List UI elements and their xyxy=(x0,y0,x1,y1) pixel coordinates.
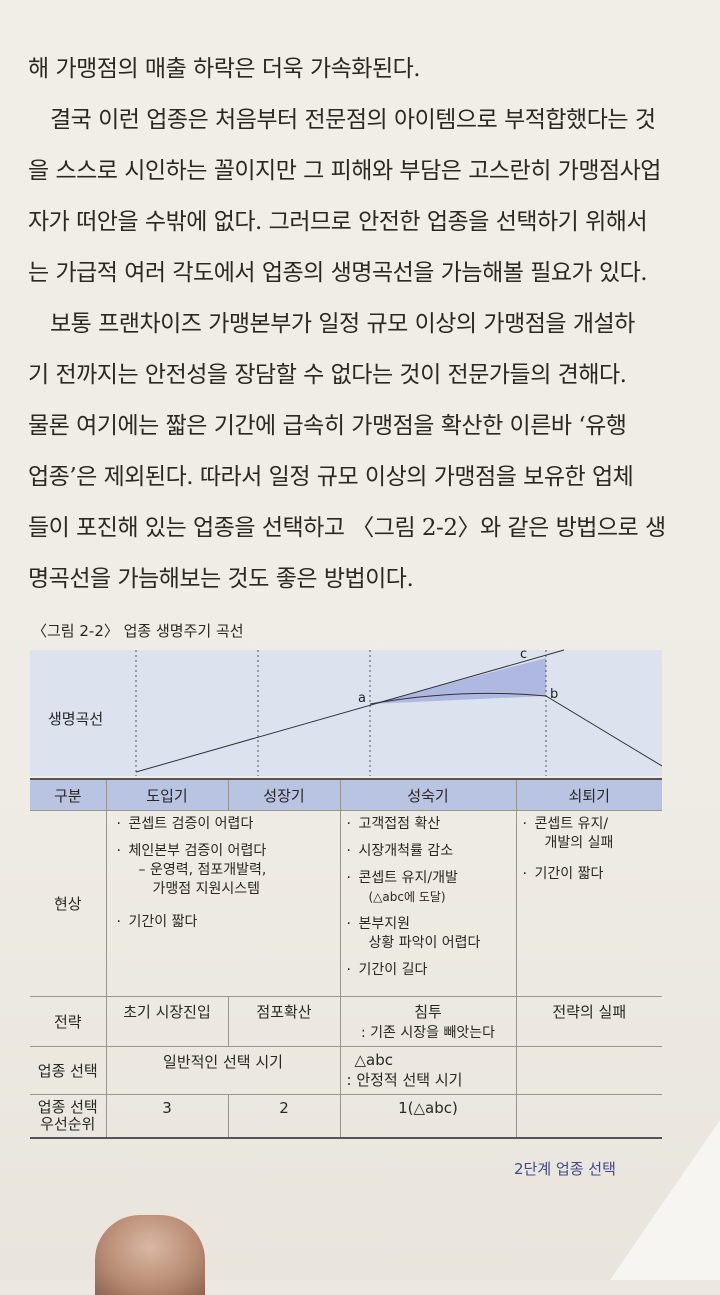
sub-text: 가맹점 지원시스템 xyxy=(152,881,261,897)
list-item-sub: 개발의 실패 xyxy=(523,834,657,853)
list-item: 체인본부 검증이 어렵다 xyxy=(117,842,334,861)
phenomenon-decline: 콘셉트 유지/ 개발의 실패 기간이 짧다 xyxy=(515,810,662,997)
text-line: 보통 프랜차이즈 가맹본부가 일정 규모 이상의 가맹점을 개설하 xyxy=(50,311,635,337)
list-item: 콘셉트 유지/개발 xyxy=(347,869,510,888)
sub-text: 개발의 실패 xyxy=(544,835,614,851)
list-item: 기간이 길다 xyxy=(347,961,510,980)
lifecycle-table: 구분 도입기 성장기 성숙기 쇠퇴기 현상 콘셉트 검증이 어렵다 체인본부 검… xyxy=(30,778,662,1139)
list-item-sub: 상황 파악이 어렵다 xyxy=(347,934,510,953)
list-item: 본부지원 xyxy=(347,915,510,934)
life-curve-line xyxy=(369,692,662,767)
priority-label-line1: 업종 선택 xyxy=(37,1098,98,1116)
header-category: 구분 xyxy=(30,778,107,811)
page-corner xyxy=(610,1120,720,1280)
header-growth: 성장기 xyxy=(227,778,341,811)
selection-label: 업종 선택 xyxy=(30,1046,107,1095)
header-mature: 성숙기 xyxy=(339,778,517,811)
strategy-intro: 초기 시장진입 xyxy=(105,996,229,1047)
strategy-row: 전략 초기 시장진입 점포확산 침투 : 기존 시장을 빼앗는다 전략의 실패 xyxy=(30,996,662,1047)
sub-text: 상황 파악이 어렵다 xyxy=(368,935,481,951)
strategy-mature-title: 침투 xyxy=(414,1003,442,1021)
header-intro: 도입기 xyxy=(105,778,229,811)
priority-growth: 2 xyxy=(227,1094,341,1139)
header-decline: 쇠퇴기 xyxy=(515,778,662,811)
phenomenon-label: 현상 xyxy=(30,810,107,997)
phenomenon-intro-growth: 콘셉트 검증이 어렵다 체인본부 검증이 어렵다 – 운영력, 점포개발력, 가… xyxy=(105,810,341,997)
list-item: 기간이 짧다 xyxy=(117,913,334,932)
strategy-decline: 전략의 실패 xyxy=(515,996,662,1047)
strategy-mature: 침투 : 기존 시장을 빼앗는다 xyxy=(339,996,517,1047)
chapter-footer: 2단계 업종 선택 xyxy=(514,1160,616,1178)
text-line: 업종’은 제외된다. 따라서 일정 규모 이상의 가맹점을 보유한 업체 xyxy=(28,464,634,490)
selection-mature: △abc : 안정적 선택 시기 xyxy=(339,1046,517,1095)
text-line: 을 스스로 시인하는 꼴이지만 그 피해와 부담은 고스란히 가맹점사업 xyxy=(28,158,661,184)
priority-row: 업종 선택 우선순위 3 2 1(△abc) xyxy=(30,1094,662,1139)
point-c-label: c xyxy=(520,648,527,662)
priority-label-line2: 우선순위 xyxy=(40,1115,96,1133)
selection-row: 업종 선택 일반적인 선택 시기 △abc : 안정적 선택 시기 xyxy=(30,1046,662,1095)
list-item-sub: – 운영력, 점포개발력, xyxy=(117,861,334,880)
life-curve-chart: a b c xyxy=(30,648,662,776)
sub-text: (△abc에 도달) xyxy=(368,890,446,904)
body-text: 해 가맹점의 매출 하락은 더욱 가속화된다. 결국 이런 업종은 처음부터 전… xyxy=(28,44,678,605)
text-line: 기 전까지는 안전성을 장담할 수 없다는 것이 전문가들의 견해다. xyxy=(28,362,627,388)
growth-line xyxy=(135,649,565,773)
sub-text: – 운영력, 점포개발력, xyxy=(138,862,267,878)
strategy-label: 전략 xyxy=(30,996,107,1047)
selection-intro-growth: 일반적인 선택 시기 xyxy=(105,1046,341,1095)
selection-decline xyxy=(515,1046,662,1095)
table-header-row: 구분 도입기 성장기 성숙기 쇠퇴기 xyxy=(30,778,662,811)
selection-mature-triangle: △abc xyxy=(354,1051,394,1069)
chart-background xyxy=(30,650,662,776)
list-item: 기간이 짧다 xyxy=(523,865,657,884)
text-line: 해 가맹점의 매출 하락은 더욱 가속화된다. xyxy=(28,56,421,82)
point-b-label: b xyxy=(550,687,558,702)
text-line: 들이 포진해 있는 업종을 선택하고 〈그림 2-2〉와 같은 방법으로 생 xyxy=(28,515,666,541)
life-curve-svg: a b c xyxy=(30,648,662,776)
list-item: 고객접점 확산 xyxy=(347,815,510,834)
point-a-label: a xyxy=(358,691,366,706)
strategy-mature-desc: : 기존 시장을 빼앗는다 xyxy=(361,1025,495,1041)
phenomenon-mature: 고객접점 확산 시장개척률 감소 콘셉트 유지/개발 (△abc에 도달) 본부… xyxy=(339,810,517,997)
priority-mature: 1(△abc) xyxy=(339,1094,517,1139)
text-line: 결국 이런 업종은 처음부터 전문점의 아이템으로 부적합했다는 것 xyxy=(50,107,656,133)
list-item: 시장개척률 감소 xyxy=(347,842,510,861)
text-line: 자가 떠안을 수밖에 없다. 그러므로 안전한 업종을 선택하기 위해서 xyxy=(28,209,648,235)
figure-caption: 〈그림 2-2〉 업종 생명주기 곡선 xyxy=(32,622,244,640)
selection-mature-desc: : 안정적 선택 시기 xyxy=(346,1071,463,1089)
priority-intro: 3 xyxy=(105,1094,229,1139)
list-item-sub: (△abc에 도달) xyxy=(347,888,510,907)
thumb-photo xyxy=(95,1215,205,1295)
text-line: 는 가급적 여러 각도에서 업종의 생명곡선을 가늠해볼 필요가 있다. xyxy=(28,260,648,286)
list-item: 콘셉트 유지/ xyxy=(523,815,657,834)
text-line: 명곡선을 가늠해보는 것도 좋은 방법이다. xyxy=(28,566,414,592)
list-item-sub: 가맹점 지원시스템 xyxy=(117,880,334,899)
strategy-growth: 점포확산 xyxy=(227,996,341,1047)
life-curve-label: 생명곡선 xyxy=(48,710,104,728)
phenomenon-row: 현상 콘셉트 검증이 어렵다 체인본부 검증이 어렵다 – 운영력, 점포개발력… xyxy=(30,810,662,997)
priority-label: 업종 선택 우선순위 xyxy=(30,1094,107,1139)
text-line: 물론 여기에는 짧은 기간에 급속히 가맹점을 확산한 이른바 ‘유행 xyxy=(28,413,627,439)
list-item: 콘셉트 검증이 어렵다 xyxy=(117,815,334,834)
